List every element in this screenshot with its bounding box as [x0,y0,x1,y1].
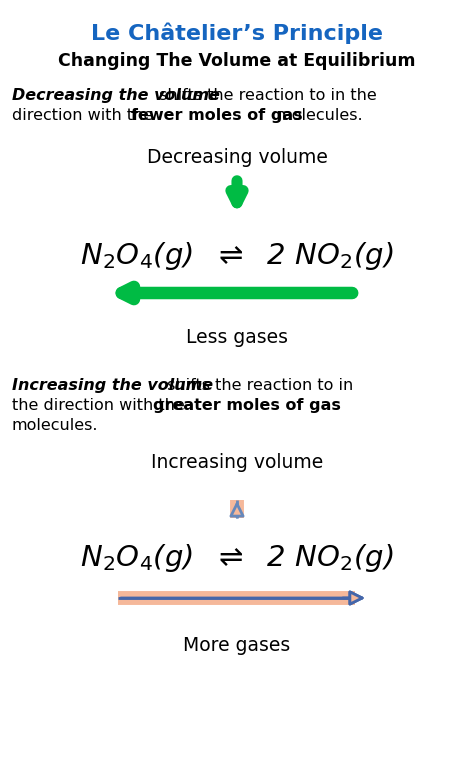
Text: shifts the reaction to in the: shifts the reaction to in the [154,88,377,103]
Text: fewer moles of gas: fewer moles of gas [131,108,302,123]
Text: molecules.: molecules. [12,418,99,433]
Text: Increasing the volume: Increasing the volume [12,378,213,393]
Text: N$_2$O$_4$(g)  $\rightleftharpoons$  2 NO$_2$(g): N$_2$O$_4$(g) $\rightleftharpoons$ 2 NO$… [80,542,394,574]
Text: Increasing volume: Increasing volume [151,453,323,472]
Text: the direction with the: the direction with the [12,398,190,413]
Text: Le Châtelier’s Principle: Le Châtelier’s Principle [91,22,383,43]
Text: greater moles of gas: greater moles of gas [153,398,341,413]
Text: Less gases: Less gases [186,328,288,347]
Text: More gases: More gases [183,636,291,655]
Text: molecules.: molecules. [271,108,363,123]
Text: Changing The Volume at Equilibrium: Changing The Volume at Equilibrium [58,52,416,70]
Text: shifts the reaction to in: shifts the reaction to in [162,378,353,393]
Text: N$_2$O$_4$(g)  $\rightleftharpoons$  2 NO$_2$(g): N$_2$O$_4$(g) $\rightleftharpoons$ 2 NO$… [80,240,394,272]
Text: Decreasing volume: Decreasing volume [146,148,328,167]
Text: Decreasing the volume: Decreasing the volume [12,88,220,103]
Text: direction with the: direction with the [12,108,158,123]
